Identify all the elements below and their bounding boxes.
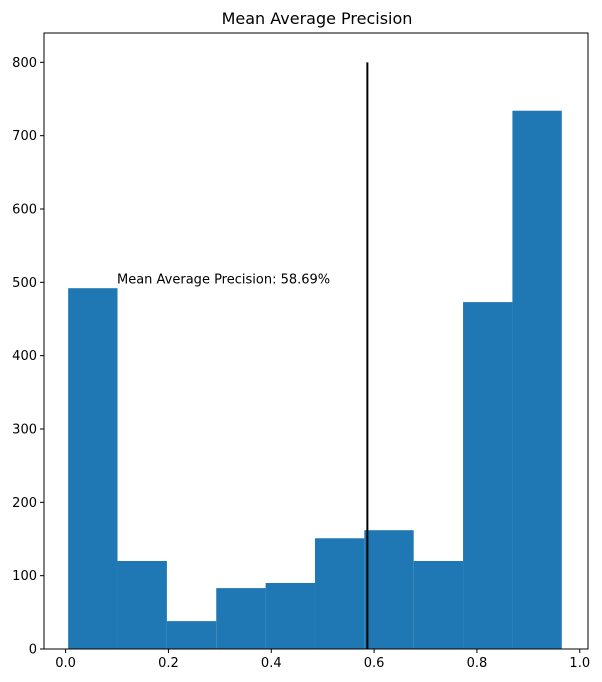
y-tick-label: 300: [12, 423, 37, 438]
y-tick-label: 500: [12, 276, 37, 291]
x-tick-label: 0.6: [364, 656, 385, 671]
x-tick-label: 0.8: [467, 656, 488, 671]
y-tick-label: 400: [12, 349, 37, 364]
y-tick-label: 800: [12, 56, 37, 71]
y-tick-label: 600: [12, 203, 37, 218]
y-tick-label: 700: [12, 129, 37, 144]
y-tick-label: 100: [12, 569, 37, 584]
chart-title: Mean Average Precision: [222, 9, 413, 28]
plot-frame: [43, 32, 589, 650]
x-axis-ticks: 0.0 0.2 0.4 0.6 0.8 1.0: [55, 649, 590, 671]
x-tick-label: 0.4: [261, 656, 282, 671]
mean-precision-annotation: Mean Average Precision: 58.69%: [117, 272, 330, 287]
bar-8: [463, 302, 513, 649]
bar-9: [512, 110, 562, 649]
bar-3: [216, 588, 266, 649]
bar-7: [413, 561, 464, 649]
x-tick-label: 0.0: [55, 656, 76, 671]
bar-0: [68, 288, 118, 649]
bars-group: [68, 110, 562, 649]
bar-2: [166, 621, 217, 649]
x-tick-label: 0.2: [158, 656, 179, 671]
bar-4: [265, 583, 315, 649]
y-tick-label: 200: [12, 496, 37, 511]
x-tick-label: 1.0: [569, 656, 590, 671]
bar-1: [117, 561, 167, 649]
y-tick-label: 0: [29, 643, 37, 658]
bar-5: [314, 538, 365, 649]
y-axis-ticks: 0 100 200 300 400 500 600 700 800: [12, 56, 44, 658]
bar-6: [364, 530, 414, 649]
